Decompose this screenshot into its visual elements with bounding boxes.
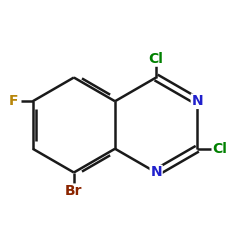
Text: N: N bbox=[192, 94, 203, 108]
Text: N: N bbox=[150, 166, 162, 179]
Text: Cl: Cl bbox=[149, 52, 164, 66]
Text: F: F bbox=[9, 94, 19, 108]
Text: Cl: Cl bbox=[212, 142, 227, 156]
Text: Br: Br bbox=[65, 184, 82, 198]
